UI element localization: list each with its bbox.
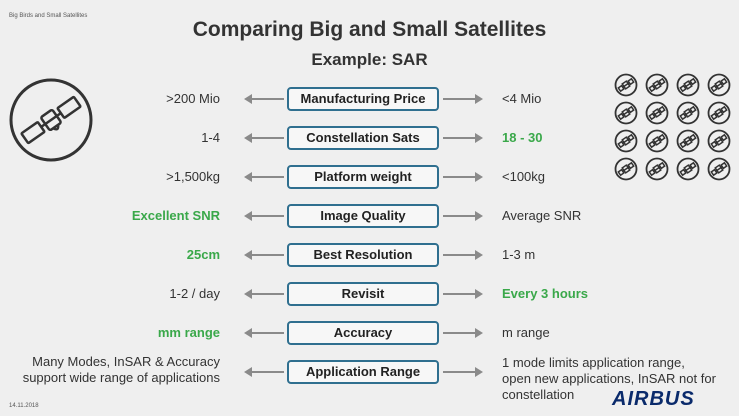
arrow-right-1 (443, 94, 483, 104)
small-satellite-icon (614, 129, 638, 153)
arrow-left-7 (244, 328, 284, 338)
small-satellite-icon (645, 129, 669, 153)
row-6-left: 1-2 / day (169, 286, 220, 301)
row-8-criterion: Application Range (287, 360, 439, 384)
row-1-criterion: Manufacturing Price (287, 87, 439, 111)
arrow-left-8 (244, 367, 284, 377)
small-satellite-icon (707, 73, 731, 97)
arrow-left-5 (244, 250, 284, 260)
row-1-right: <4 Mio (502, 91, 542, 106)
small-satellite-icon (614, 101, 638, 125)
small-satellite-icon (707, 129, 731, 153)
row-7-left: mm range (157, 325, 220, 340)
row-6-criterion: Revisit (287, 282, 439, 306)
row-4-left: Excellent SNR (131, 208, 220, 223)
row-7-right: m range (502, 325, 550, 340)
small-satellite-icon (645, 101, 669, 125)
small-satellites-grid (614, 73, 731, 181)
row-8-left-line-2: support wide range of applications (22, 370, 220, 385)
arrow-right-3 (443, 172, 483, 182)
airbus-logo: AIRBUS (612, 388, 695, 410)
arrow-left-4 (244, 211, 284, 221)
row-4-right: Average SNR (502, 208, 582, 223)
arrow-left-1 (244, 94, 284, 104)
small-satellite-icon (707, 157, 731, 181)
arrow-right-2 (443, 133, 483, 143)
arrow-right-8 (443, 367, 483, 377)
row-6-right: Every 3 hours (502, 286, 588, 301)
row-7-criterion: Accuracy (287, 321, 439, 345)
row-8-right-line-3: constellation (502, 387, 575, 402)
row-3-left: >1,500kg (166, 169, 220, 184)
header-small-title: Big Birds and Small Satellites (9, 13, 88, 19)
footer-date: 14.11.2018 (9, 403, 39, 409)
small-satellite-icon (676, 129, 700, 153)
row-8-left: Many Modes, InSAR & Accuracy support wid… (23, 354, 220, 386)
small-satellite-icon (614, 73, 638, 97)
slide-subtitle: Example: SAR (311, 50, 428, 69)
large-satellite-icon (9, 78, 93, 162)
small-satellite-icon (676, 73, 700, 97)
row-8-right-line-2: open new applications, InSAR not for (502, 371, 716, 386)
row-3-criterion: Platform weight (287, 165, 439, 189)
row-5-criterion: Best Resolution (287, 243, 439, 267)
row-8-left-line-1: Many Modes, InSAR & Accuracy (32, 354, 220, 369)
row-3-right: <100kg (502, 169, 546, 184)
row-4-criterion: Image Quality (287, 204, 439, 228)
row-5-left: 25cm (186, 247, 220, 262)
small-satellite-icon (707, 101, 731, 125)
slide-title: Comparing Big and Small Satellites (192, 18, 547, 41)
arrow-right-6 (443, 289, 483, 299)
arrow-right-7 (443, 328, 483, 338)
row-1-left: >200 Mio (166, 91, 220, 106)
arrow-right-4 (443, 211, 483, 221)
arrow-left-6 (244, 289, 284, 299)
row-2-left: 1-4 (201, 130, 220, 145)
row-8-right: 1 mode limits application range, open ne… (502, 355, 716, 403)
row-2-criterion: Constellation Sats (287, 126, 439, 150)
arrow-left-3 (244, 172, 284, 182)
arrow-right-5 (443, 250, 483, 260)
row-2-right: 18 - 30 (502, 130, 543, 145)
small-satellite-icon (645, 157, 669, 181)
arrow-left-2 (244, 133, 284, 143)
small-satellite-icon (614, 157, 638, 181)
small-satellite-icon (645, 73, 669, 97)
row-8-right-line-1: 1 mode limits application range, (502, 355, 685, 370)
small-satellite-icon (676, 157, 700, 181)
row-5-right: 1-3 m (502, 247, 536, 262)
small-satellite-icon (676, 101, 700, 125)
